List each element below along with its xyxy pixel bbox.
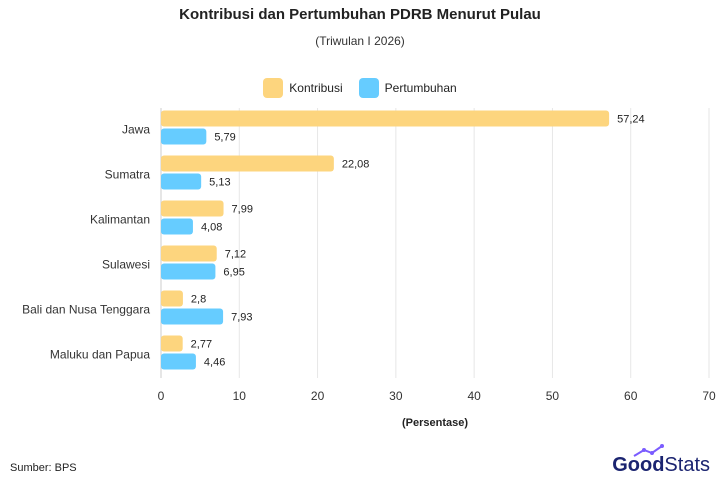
bar-kontribusi-sumatra	[161, 155, 334, 172]
x-tick-label-30: 30	[389, 389, 403, 403]
bar-pertumbuhan-sulawesi	[161, 263, 216, 280]
data-label-kontribusi-kalimantan: 7,99	[232, 204, 253, 216]
chart-title: Kontribusi dan Pertumbuhan PDRB Menurut …	[179, 6, 541, 23]
data-label-kontribusi-sulawesi: 7,12	[225, 249, 246, 261]
bar-pertumbuhan-sumatra	[161, 173, 202, 190]
data-label-pertumbuhan-kalimantan: 4,08	[201, 222, 222, 234]
source-note: Sumber: BPS	[10, 462, 77, 474]
category-label-maluku-dan-papua: Maluku dan Papua	[50, 348, 150, 362]
data-label-pertumbuhan-jawa: 5,79	[214, 132, 235, 144]
x-axis-title: (Persentase)	[402, 417, 468, 429]
category-label-sumatra: Sumatra	[105, 168, 151, 182]
category-label-kalimantan: Kalimantan	[90, 213, 150, 227]
x-tick-label-20: 20	[311, 389, 325, 403]
data-label-kontribusi-bali-dan-nusa-tenggara: 2,8	[191, 294, 206, 306]
data-label-pertumbuhan-sumatra: 5,13	[209, 177, 230, 189]
data-label-kontribusi-jawa: 57,24	[617, 114, 645, 126]
bar-pertumbuhan-kalimantan	[161, 218, 193, 235]
bar-kontribusi-jawa	[161, 110, 610, 127]
bar-kontribusi-kalimantan	[161, 200, 224, 217]
x-tick-label-70: 70	[702, 389, 716, 403]
bar-kontribusi-maluku-dan-papua	[161, 335, 183, 352]
legend-label-kontribusi: Kontribusi	[289, 81, 343, 95]
x-tick-label-10: 10	[233, 389, 247, 403]
bar-pertumbuhan-bali-dan-nusa-tenggara	[161, 308, 224, 325]
data-label-pertumbuhan-bali-dan-nusa-tenggara: 7,93	[231, 312, 252, 324]
legend-label-pertumbuhan: Pertumbuhan	[384, 81, 457, 95]
bar-kontribusi-bali-dan-nusa-tenggara	[161, 290, 183, 307]
bar-pertumbuhan-jawa	[161, 128, 207, 145]
legend-item-pertumbuhan: Pertumbuhan	[358, 78, 457, 98]
data-label-kontribusi-maluku-dan-papua: 2,77	[191, 339, 212, 351]
x-tick-label-50: 50	[546, 389, 560, 403]
legend-item-kontribusi: Kontribusi	[263, 78, 343, 98]
trend-line-icon	[633, 444, 665, 457]
x-tick-label-40: 40	[467, 389, 481, 403]
category-label-jawa: Jawa	[122, 123, 150, 137]
brand-stats: Stats	[664, 454, 710, 476]
category-label-sulawesi: Sulawesi	[102, 258, 150, 272]
data-label-pertumbuhan-maluku-dan-papua: 4,46	[204, 357, 225, 369]
data-label-pertumbuhan-sulawesi: 6,95	[223, 267, 244, 279]
x-tick-label-60: 60	[624, 389, 638, 403]
legend: Kontribusi Pertumbuhan	[0, 78, 720, 98]
x-tick-label-0: 0	[158, 389, 165, 403]
legend-swatch-kontribusi	[263, 78, 284, 98]
legend-swatch-pertumbuhan	[358, 78, 379, 98]
bar-kontribusi-sulawesi	[161, 245, 217, 262]
data-label-kontribusi-sumatra: 22,08	[342, 159, 370, 171]
brand-good: Good	[612, 454, 665, 476]
category-label-bali-dan-nusa-tenggara: Bali dan Nusa Tenggara	[22, 303, 150, 317]
goodstats-logo: Good Stats	[612, 444, 710, 477]
bar-pertumbuhan-maluku-dan-papua	[161, 353, 196, 370]
chart-subtitle: (Triwulan I 2026)	[315, 34, 405, 48]
